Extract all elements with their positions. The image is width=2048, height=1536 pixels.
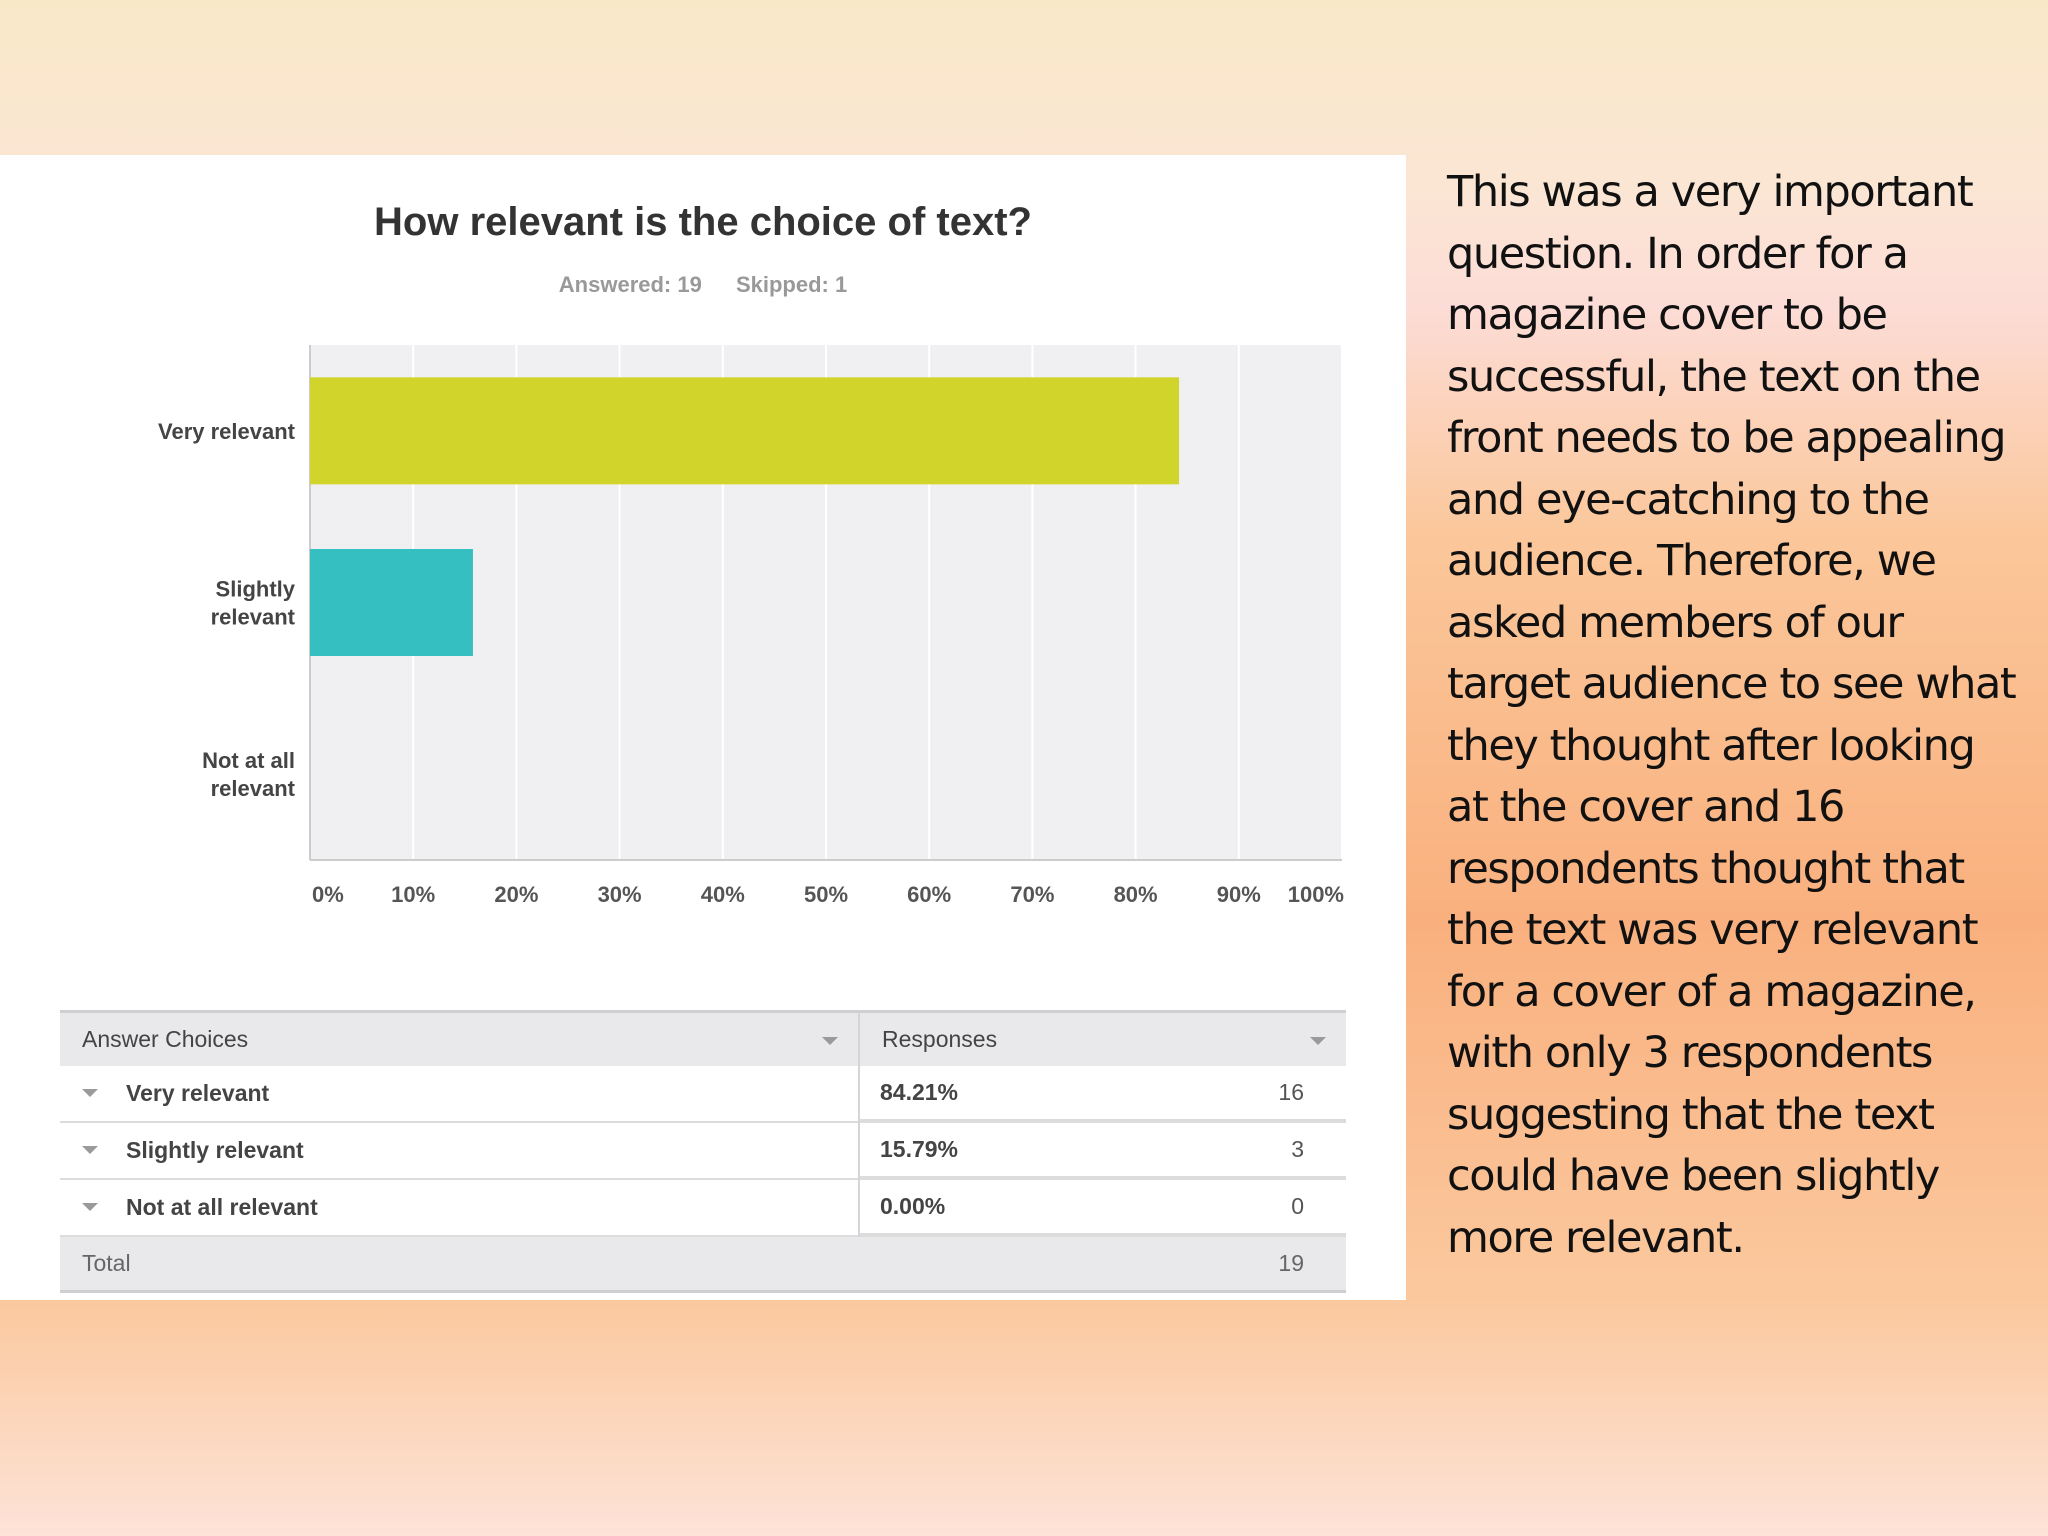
- response-cell: 0.00% 0: [859, 1179, 1346, 1236]
- x-tick-label: 40%: [701, 882, 745, 907]
- answered-count: Answered: 19: [558, 272, 702, 297]
- column-header-label: Answer Choices: [82, 1026, 249, 1052]
- expand-arrow-icon[interactable]: [82, 1089, 98, 1098]
- x-tick-label: 0%: [312, 882, 344, 907]
- choice-label: Not at all relevant: [126, 1194, 318, 1220]
- bar: [310, 377, 1180, 485]
- response-percent: 0.00%: [880, 1193, 946, 1219]
- column-header-responses[interactable]: Responses: [859, 1012, 1346, 1067]
- x-tick-label: 10%: [391, 882, 435, 907]
- response-count: 16: [1278, 1079, 1304, 1105]
- x-tick-label: 80%: [1114, 882, 1158, 907]
- x-tick-label: 100%: [1288, 882, 1344, 907]
- x-tick-label: 20%: [494, 882, 538, 907]
- x-tick-label: 30%: [598, 882, 642, 907]
- expand-arrow-icon[interactable]: [82, 1203, 98, 1212]
- chart-stats: Answered: 19 Skipped: 1: [0, 272, 1406, 298]
- choice-cell: Very relevant: [60, 1066, 860, 1122]
- total-label: Total: [82, 1250, 131, 1276]
- column-header-answer-choices[interactable]: Answer Choices: [60, 1011, 860, 1066]
- response-percent: 84.21%: [880, 1079, 959, 1105]
- bar-chart: 0% 10% 20% 30% 40% 50% 60% 70% 80% 90% 100% Very re…: [158, 345, 1344, 907]
- choice-label: Very relevant: [126, 1080, 270, 1106]
- x-tick-label: 60%: [907, 882, 951, 907]
- response-cell: 15.79% 3: [859, 1122, 1346, 1179]
- table-row: Not at all relevant 0.00% 0: [60, 1179, 1346, 1236]
- expand-arrow-icon[interactable]: [82, 1146, 98, 1155]
- choice-label: Slightly relevant: [126, 1137, 304, 1163]
- choice-cell: Slightly relevant: [60, 1122, 860, 1179]
- response-percent: 15.79%: [880, 1136, 959, 1162]
- table-row: Slightly relevant 15.79% 3: [60, 1122, 1346, 1179]
- x-tick-label: 90%: [1217, 882, 1261, 907]
- response-count: 3: [1291, 1136, 1304, 1162]
- chart-title: How relevant is the choice of text?: [374, 200, 1032, 244]
- x-tick-label: 50%: [804, 882, 848, 907]
- category-label: Slightly relevant: [211, 577, 296, 630]
- responses-table: Answer Choices Responses Very relevant 8…: [60, 1010, 1346, 1293]
- total-count: 19: [1278, 1250, 1304, 1276]
- response-cell: 84.21% 16: [859, 1066, 1346, 1122]
- total-row: Total 19: [60, 1236, 1346, 1292]
- commentary-text: This was a very important question. In o…: [1447, 167, 2017, 1263]
- table-header-row: Answer Choices Responses: [60, 1011, 1346, 1067]
- x-tick-label: 70%: [1010, 882, 1054, 907]
- category-label: Not at all relevant: [202, 748, 296, 801]
- category-label: Very relevant: [158, 419, 296, 444]
- sort-arrow-icon[interactable]: [1310, 1037, 1326, 1045]
- bar: [310, 549, 473, 656]
- choice-cell: Not at all relevant: [60, 1179, 860, 1236]
- skipped-count: Skipped: 1: [735, 272, 848, 297]
- column-header-label: Responses: [882, 1026, 998, 1052]
- survey-results-panel: How relevant is the choice of text? Answ…: [0, 155, 1406, 1300]
- sort-arrow-icon[interactable]: [822, 1037, 838, 1045]
- response-count: 0: [1291, 1193, 1304, 1219]
- table-row: Very relevant 84.21% 16: [60, 1066, 1346, 1122]
